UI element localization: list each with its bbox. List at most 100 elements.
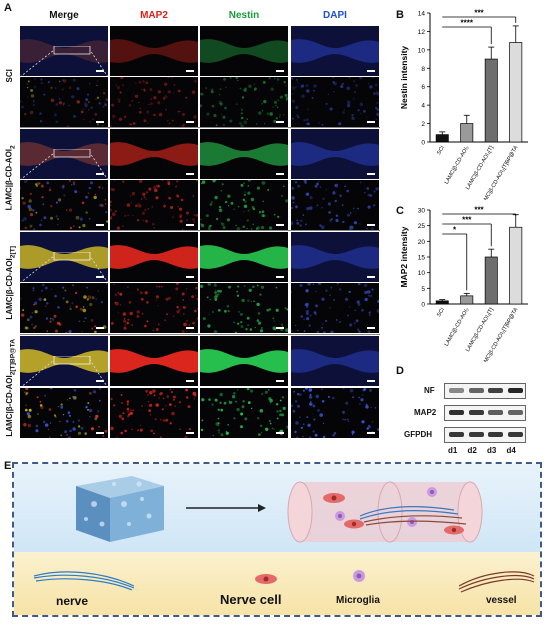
bar [509,226,523,305]
blot-row-label: NF [424,386,435,395]
micrograph-tile [20,388,108,438]
schematic-box: nerve Nerve cell Microglia vessel [12,462,542,617]
micrograph-tile [110,232,198,282]
significance-label: * [453,226,457,235]
schematic-illustration [33,476,535,593]
legend-label-microglia: Microglia [336,595,380,606]
bar [435,300,449,305]
microglia-icon [407,517,417,527]
group-label-aoi2-t-bpta: LAMC|β-CD-AOI2[T]BP@TA [5,339,17,437]
column-header-merge: Merge [49,10,79,21]
legend-label-nerve: nerve [56,594,89,608]
y-tick-label: 25 [418,223,426,230]
blot-strip [444,383,526,399]
y-tick-label: 0 [421,302,425,309]
micrograph-tile [200,26,288,76]
y-tick-label: 10 [418,47,426,54]
nerve-cell-icon [444,525,464,535]
micrograph-tile [291,232,379,282]
micrograph-tile [110,388,198,438]
nerve-cell-icon [323,493,345,503]
y-tick-label: 0 [421,140,425,147]
vessel-icon [458,571,535,593]
micrograph-tile [291,283,379,333]
blot-strip [444,405,526,421]
significance-label: *** [462,216,472,225]
nerve-icon [33,571,135,591]
blot-band [507,410,523,415]
micrograph-tile [110,129,198,179]
zoom-guide-lines [20,356,108,389]
nestin-bar-chart: 0 2 4 6 8 10 12 14 Nestin intensity SCILAMC|β-CD-… [399,9,528,200]
micrograph-tile [291,26,379,76]
y-tick-label: 20 [418,239,426,246]
column-header-nestin: Nestin [228,10,260,21]
micrograph-tile [200,129,288,179]
y-tick-label: 2 [421,121,425,128]
bar [460,123,474,143]
significance-label: *** [474,9,484,18]
x-tick-label: SCI [436,145,446,156]
bar [509,42,523,143]
group-divider [20,127,380,128]
zoom-guide-lines [20,252,108,284]
y-axis-label: Nestin intensity [399,46,409,110]
microglia-icon [335,511,345,521]
group-divider [20,230,380,231]
arrow-right-icon [186,504,266,512]
micrograph-tile [110,180,198,230]
bar [460,295,474,305]
micrograph-tile [291,388,379,438]
nerve-cell-icon [255,574,277,584]
micrograph-tile [110,77,198,127]
y-axis-label: MAP2 intensity [399,226,409,287]
blot-band [488,432,503,437]
panel-label-a: A [4,2,12,14]
y-tick-label: 10 [418,270,426,277]
micrograph-tile [200,232,288,282]
blot-band [507,432,523,437]
y-tick-label: 14 [418,11,426,18]
blot-row-label: GFPDH [404,430,432,439]
blot-band [468,432,484,437]
schematic-legend-band [14,552,540,615]
blot-lane-label: d4 [506,446,516,455]
blot-lane-label: d1 [448,446,458,455]
micrograph-tile [20,283,108,333]
micrograph-tile [291,180,379,230]
group-label-aoi2-t: LAMC|β-CD-AOI2[T] [5,246,17,320]
bar [435,134,449,143]
regeneration-tube-icon [287,481,483,543]
nerve-cell-icon [344,519,364,529]
blot-band [449,432,464,437]
x-tick-label: LAMC|β-CD-AOI₂ [444,145,471,185]
blot-band [488,388,503,393]
blot-band [488,410,503,415]
micrograph-tile [20,180,108,230]
y-tick-label: 15 [418,255,426,262]
blot-lane-label: d3 [487,446,497,455]
micrograph-tile [20,129,108,179]
blot-band [449,388,464,393]
y-tick-label: 8 [421,66,425,73]
y-tick-label: 6 [421,84,425,91]
zoom-guide-lines [20,46,108,78]
blot-band [468,410,484,415]
group-label-sci: SCI [5,69,15,83]
bar [484,256,498,305]
significance-label: *** [474,206,484,215]
micrograph-tile [291,336,379,386]
hydrogel-block-icon [76,476,164,542]
micrograph-tile [200,388,288,438]
legend-label-nerve-cell: Nerve cell [220,592,282,607]
micrograph-tile [20,232,108,282]
panel-label-e: E [4,460,12,472]
bar [484,58,498,143]
zoom-guide-lines [20,149,108,181]
micrograph-tile [291,77,379,127]
significance-label: **** [461,19,474,28]
x-tick-label: SCI [436,307,446,318]
blot-band [449,410,464,415]
micrograph-tile [20,77,108,127]
panel-label-b: B [396,9,404,21]
